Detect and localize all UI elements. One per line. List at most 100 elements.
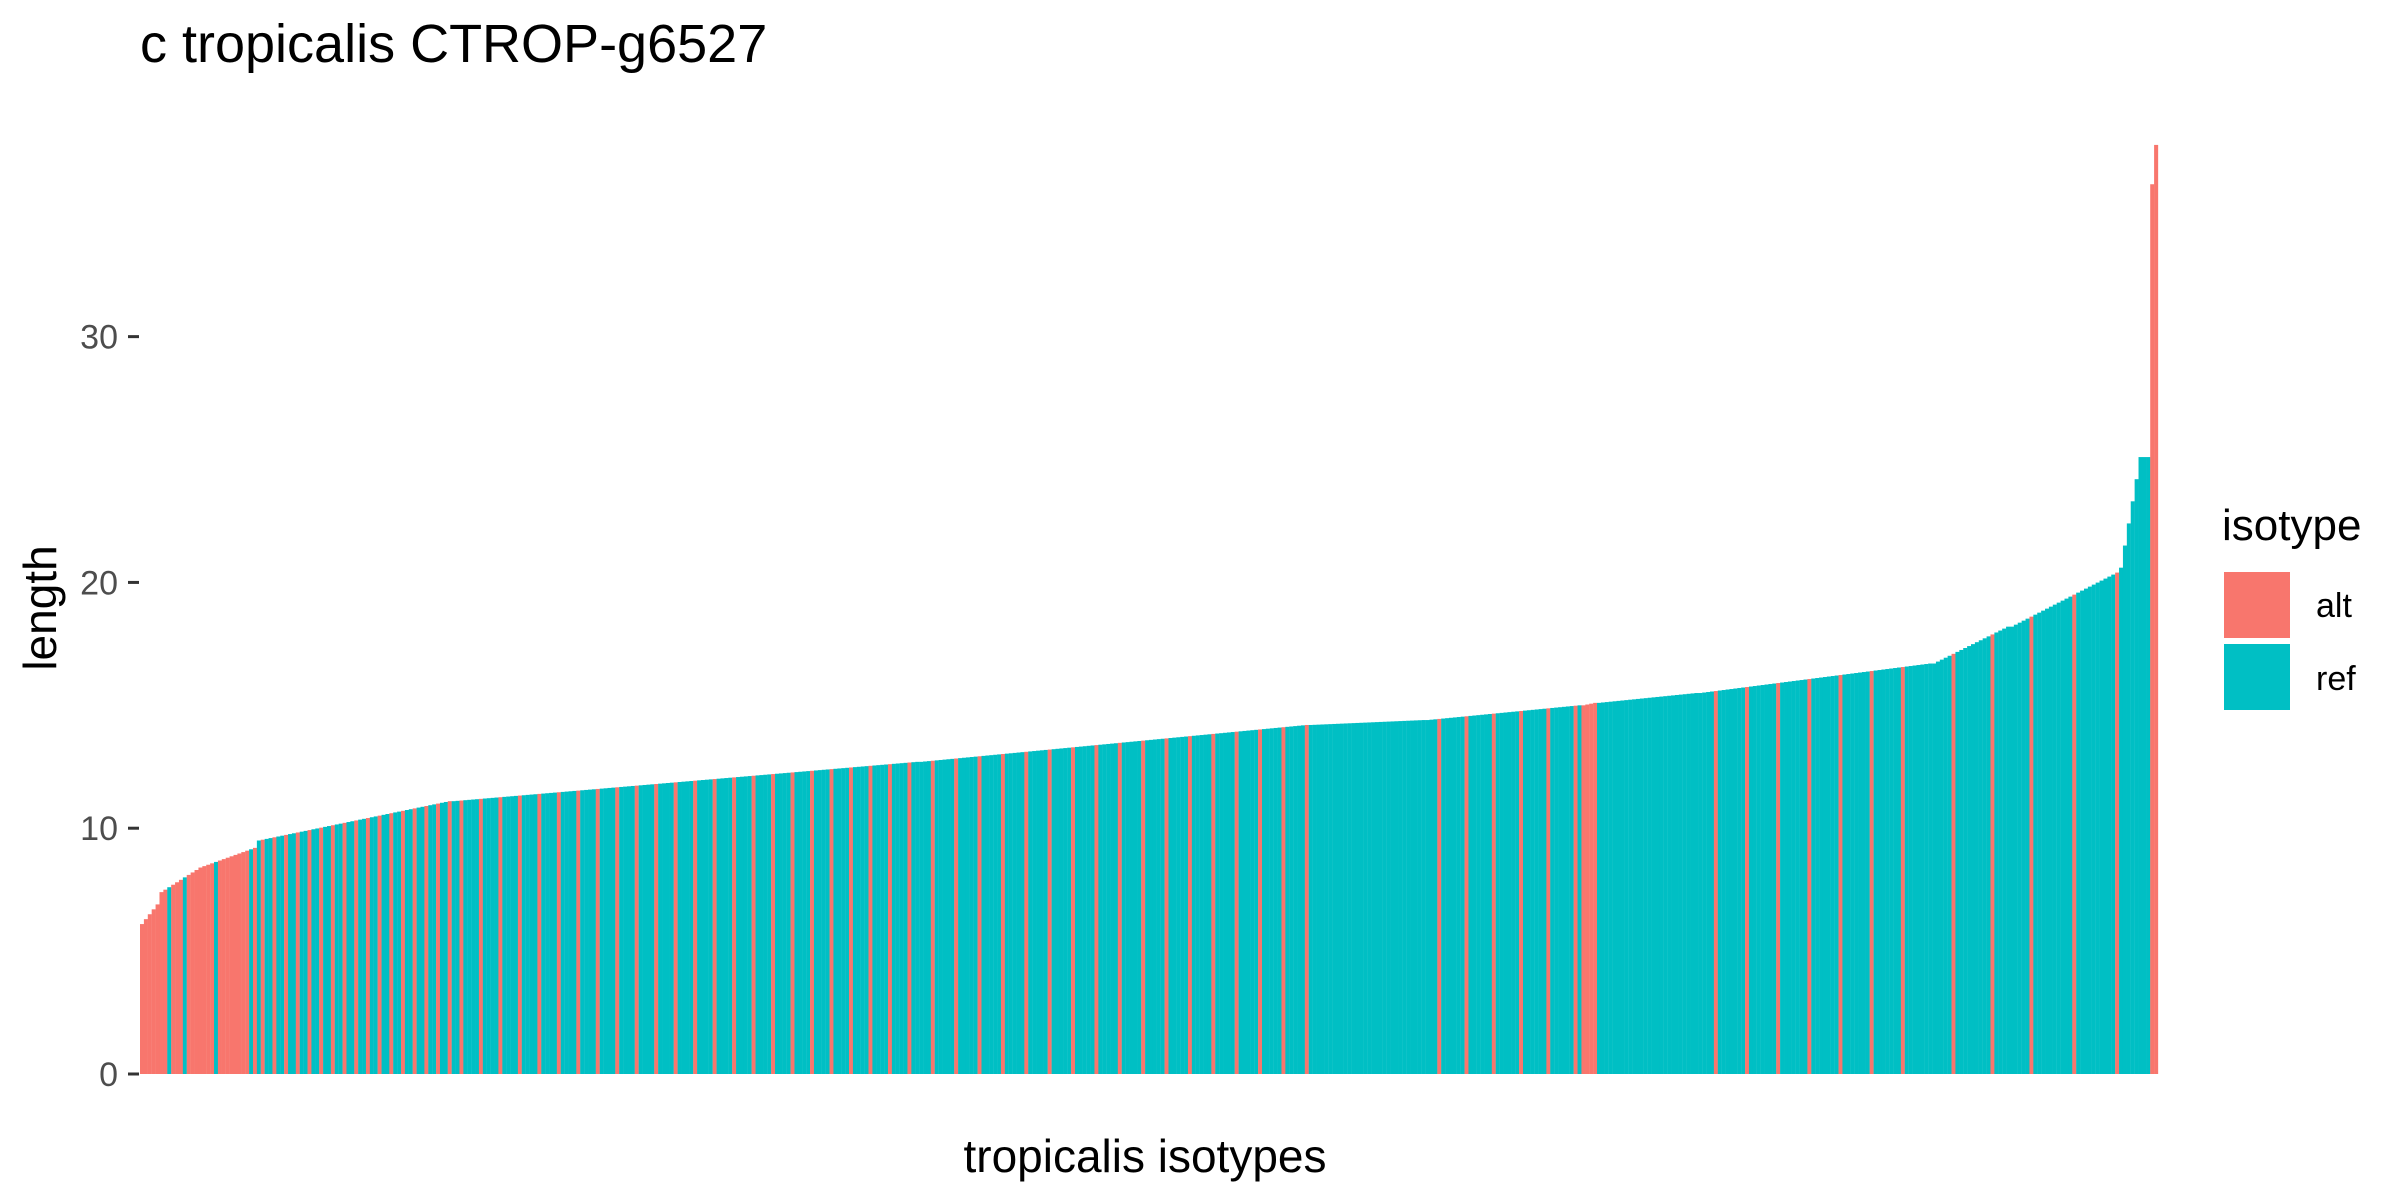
bar-ref xyxy=(572,790,577,1074)
bar-alt xyxy=(190,872,195,1074)
bar-ref xyxy=(1484,714,1489,1074)
bar-alt xyxy=(1573,705,1578,1074)
bar-ref xyxy=(689,781,694,1074)
bar-ref xyxy=(1382,721,1387,1074)
bar-ref xyxy=(588,789,593,1074)
bar-ref xyxy=(1698,693,1703,1074)
bar-ref xyxy=(1694,693,1699,1074)
bar-ref xyxy=(1406,720,1411,1074)
bar-ref xyxy=(311,829,316,1074)
bar-ref xyxy=(1199,735,1204,1074)
bar-ref xyxy=(2103,578,2108,1074)
bar-ref xyxy=(1522,710,1528,1074)
bar-ref xyxy=(891,763,896,1074)
bar-ref xyxy=(1881,669,1886,1074)
bar-ref xyxy=(1246,730,1251,1074)
bar-ref xyxy=(381,814,386,1074)
bar-ref xyxy=(1554,707,1559,1074)
bar-ref xyxy=(506,796,511,1074)
bar-ref xyxy=(1819,677,1824,1074)
bar-ref xyxy=(1402,720,1407,1074)
bar-ref xyxy=(1195,735,1200,1074)
bar-ref xyxy=(876,765,881,1074)
bar-ref xyxy=(451,801,456,1074)
bar-ref xyxy=(1741,687,1746,1074)
bar-alt xyxy=(1745,687,1750,1074)
bar-ref xyxy=(895,763,900,1074)
bar-ref xyxy=(1939,659,1944,1074)
bar-ref xyxy=(911,762,916,1074)
bar-ref xyxy=(962,757,967,1074)
bar-ref xyxy=(1706,692,1711,1074)
bar-ref xyxy=(1565,706,1570,1074)
bar-alt xyxy=(829,769,834,1074)
bar-ref xyxy=(1795,680,1800,1074)
bar-ref xyxy=(2056,602,2061,1074)
bar-ref xyxy=(584,789,589,1074)
bar-alt xyxy=(1951,653,1956,1074)
bar-ref xyxy=(408,809,413,1074)
bar-ref xyxy=(1628,699,1633,1074)
bar-ref xyxy=(782,773,787,1074)
bar-ref xyxy=(1632,699,1637,1074)
bar-ref xyxy=(1826,676,1831,1074)
bar-ref xyxy=(1172,737,1177,1074)
bar-ref xyxy=(2146,457,2151,1074)
bar-ref xyxy=(315,828,320,1074)
bar-ref xyxy=(362,818,367,1074)
bar-ref xyxy=(1780,682,1785,1074)
bar-ref xyxy=(580,790,585,1074)
bar-ref xyxy=(1448,717,1454,1074)
bar-ref xyxy=(1733,688,1738,1074)
bar-alt xyxy=(147,914,152,1074)
bar-alt xyxy=(498,797,503,1074)
bar-ref xyxy=(513,795,519,1074)
bar-ref xyxy=(291,833,296,1074)
bar-ref xyxy=(1121,742,1126,1074)
bar-alt xyxy=(2072,594,2077,1074)
bar-ref xyxy=(1854,673,1859,1074)
bar-ref xyxy=(728,777,733,1074)
bar-ref xyxy=(786,772,791,1074)
bar-ref xyxy=(1417,720,1422,1074)
bar-alt xyxy=(1024,751,1029,1074)
bar-ref xyxy=(1137,740,1142,1074)
bar-ref xyxy=(1133,741,1138,1074)
bar-ref xyxy=(1577,705,1582,1074)
bar-ref xyxy=(1865,671,1870,1074)
bar-alt xyxy=(307,830,312,1074)
bar-ref xyxy=(1822,677,1828,1074)
bar-alt xyxy=(977,756,982,1074)
bar-ref xyxy=(1725,689,1730,1074)
bar-ref xyxy=(323,826,328,1074)
bar-ref xyxy=(1043,749,1048,1074)
bar-alt xyxy=(1900,667,1905,1074)
bar-alt xyxy=(1464,716,1469,1074)
bar-alt xyxy=(1713,691,1718,1074)
bar-ref xyxy=(486,798,491,1074)
bar-ref xyxy=(841,768,846,1074)
bar-ref xyxy=(1561,706,1566,1074)
bar-ref xyxy=(2130,501,2135,1074)
bar-ref xyxy=(915,761,920,1074)
bar-ref xyxy=(397,811,402,1074)
bar-ref xyxy=(482,798,487,1074)
bar-ref xyxy=(416,807,421,1074)
bar-ref xyxy=(969,757,974,1074)
bar-ref xyxy=(2060,600,2065,1074)
bar-alt xyxy=(1141,740,1146,1074)
bar-alt xyxy=(1776,683,1781,1074)
bar-ref xyxy=(2111,574,2116,1074)
bar-ref xyxy=(1846,674,1851,1074)
bar-alt xyxy=(576,790,581,1074)
bar-ref xyxy=(545,793,550,1074)
bar-ref xyxy=(560,791,565,1074)
bar-ref xyxy=(833,768,838,1074)
bar-alt xyxy=(206,864,211,1074)
bar-ref xyxy=(443,801,448,1074)
bar-ref xyxy=(1390,721,1395,1074)
bar-ref xyxy=(1378,721,1383,1074)
bar-ref xyxy=(1830,676,1835,1074)
bar-ref xyxy=(1129,741,1134,1074)
bar-ref xyxy=(650,784,655,1074)
